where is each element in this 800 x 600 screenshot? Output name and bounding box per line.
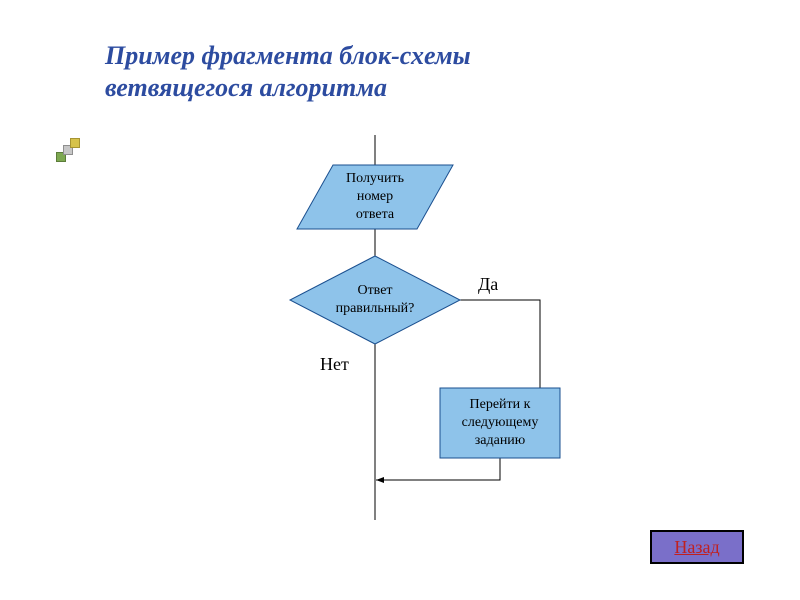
svg-text:Нет: Нет — [320, 354, 349, 374]
svg-text:Да: Да — [478, 274, 498, 294]
svg-text:Получить: Получить — [346, 171, 404, 186]
svg-text:заданию: заданию — [475, 433, 526, 448]
back-button[interactable]: Назад — [650, 530, 744, 564]
flowchart: Получить номер ответа Ответ правильный? Перей… — [0, 0, 800, 600]
svg-text:следующему: следующему — [462, 415, 539, 430]
svg-text:Перейти к: Перейти к — [470, 397, 531, 412]
svg-text:Ответ: Ответ — [357, 283, 392, 298]
svg-text:ответа: ответа — [356, 207, 395, 222]
svg-text:правильный?: правильный? — [336, 301, 415, 316]
svg-text:номер: номер — [357, 189, 393, 204]
back-button-label: Назад — [674, 537, 719, 557]
